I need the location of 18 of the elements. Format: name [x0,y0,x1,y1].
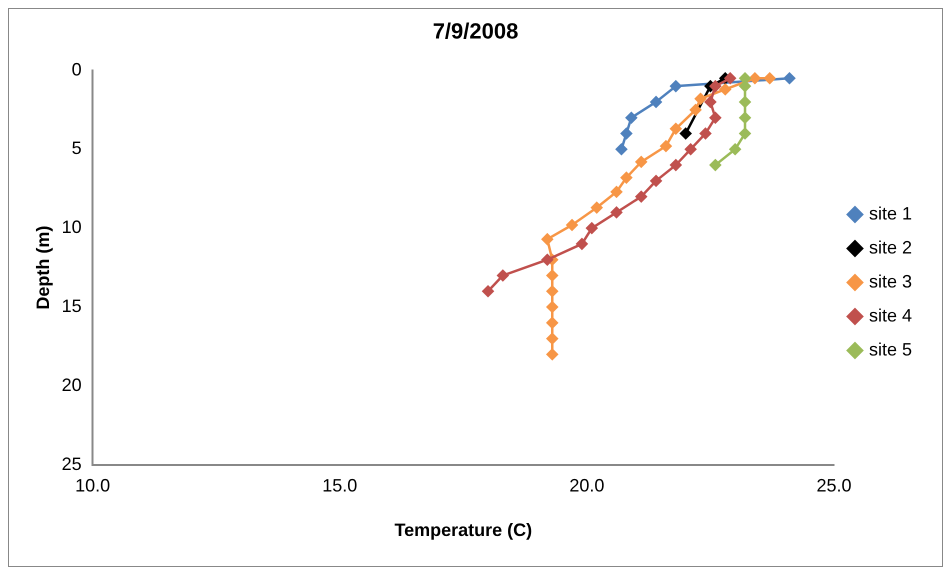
x-tick-label: 25.0 [816,476,852,496]
legend-label: site 5 [868,339,912,360]
y-tick-label: 0 [72,59,82,80]
x-tick-label: 10.0 [75,476,110,496]
legend-label: site 4 [868,305,912,326]
y-tick-label: 10 [62,217,82,238]
legend-label: site 1 [868,203,912,224]
y-axis-title: Depth (m) [32,226,53,310]
y-tick-label: 20 [62,374,82,395]
y-tick-label: 15 [62,296,82,316]
chart-title: 7/9/2008 [432,18,518,44]
y-tick-label: 5 [72,138,82,158]
y-tick-label: 25 [62,454,82,474]
x-axis-title: Temperature (C) [394,520,532,540]
legend-label: site 2 [868,237,912,258]
x-tick-label: 15.0 [322,476,358,496]
x-tick-label: 20.0 [569,476,604,496]
legend-label: site 3 [868,271,912,292]
